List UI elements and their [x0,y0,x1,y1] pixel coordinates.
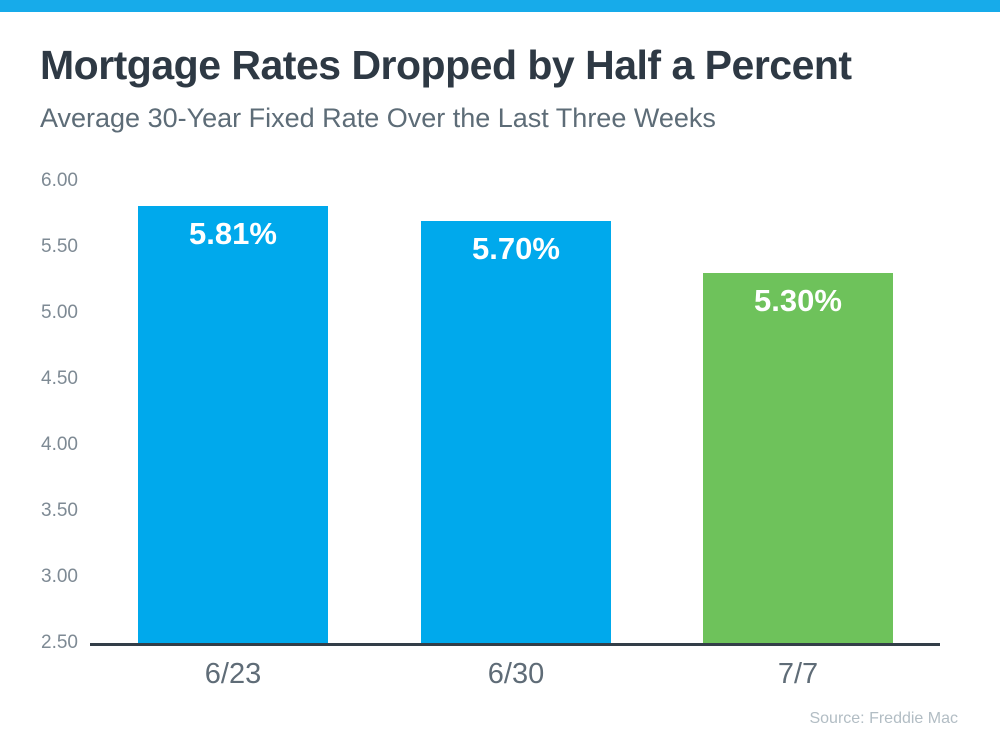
chart-subtitle: Average 30-Year Fixed Rate Over the Last… [40,103,716,133]
y-tick-label: 4.00 [41,434,78,455]
chart-title: Mortgage Rates Dropped by Half a Percent [40,42,852,88]
top-accent-bar [0,0,1000,12]
x-tick-label: 6/23 [204,658,262,690]
y-tick-label: 6.00 [41,170,78,191]
bar-value-label: 5.70% [472,230,560,266]
bar-value-label: 5.81% [189,216,277,252]
y-tick-label: 3.00 [41,566,78,587]
x-tick-label: 7/7 [777,658,819,690]
bar-7/7: 5.30% [703,273,893,643]
bar-value-label: 5.30% [754,283,842,319]
y-tick-label: 4.50 [41,368,78,389]
y-tick-label: 2.50 [41,632,78,653]
source-attribution: Source: Freddie Mac [809,710,958,727]
bar-6/23: 5.81% [138,206,328,643]
y-tick-label: 5.50 [41,236,78,257]
y-tick-label: 3.50 [41,500,78,521]
y-tick-label: 5.00 [41,302,78,323]
x-tick-label: 6/30 [487,658,545,690]
bar-6/30: 5.70% [421,220,611,643]
x-axis-line [90,643,940,646]
